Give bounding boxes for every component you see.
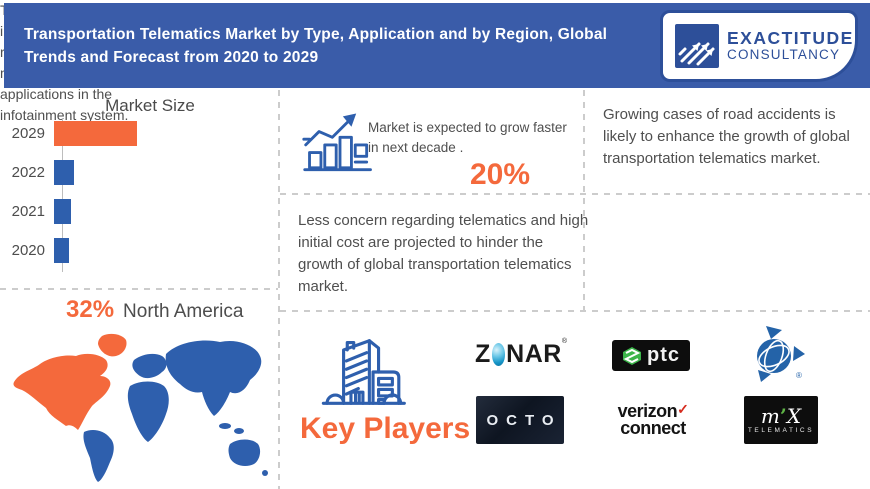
zonar-text-z: Z: [475, 339, 491, 368]
logo-mix-telematics: m’X TELEMATICS: [744, 396, 818, 444]
brand-arrows-icon: [675, 24, 719, 68]
bar-row: 2020: [0, 238, 137, 263]
brand-name: EXACTITUDE CONSULTANCY: [727, 27, 854, 63]
logo-verizon-connect: verizon✓ connect: [610, 400, 696, 440]
map-greenland: [98, 333, 127, 357]
trimble-globe-icon: ®: [757, 326, 805, 382]
bar: [54, 160, 74, 185]
region-stat: 32% North America: [66, 296, 243, 324]
bar-label: 2022: [11, 164, 45, 181]
growth-chart-icon: [302, 113, 372, 172]
mix-text-x: X: [786, 404, 802, 428]
chart-title: Market Size: [105, 96, 195, 115]
ptc-text: ptc: [647, 344, 680, 366]
bar: [54, 199, 71, 224]
divider-vertical-left: [278, 90, 280, 489]
verizon-check-icon: ✓: [677, 400, 689, 417]
bar: [54, 121, 137, 146]
map-asia: [165, 340, 262, 416]
brand-logo: EXACTITUDE CONSULTANCY: [660, 10, 858, 82]
trimble-registered-mark: ®: [796, 371, 802, 380]
map-europe: [132, 353, 167, 379]
divider-vertical-middle: [583, 90, 585, 310]
bar-label: 2020: [11, 242, 45, 259]
region-stat-label: North America: [123, 301, 244, 322]
mix-telematics-text: TELEMATICS: [747, 427, 815, 434]
bar: [54, 238, 69, 263]
page-title-line1: Transportation Telematics Market by Type…: [24, 26, 608, 43]
logo-octo: OCTO: [476, 396, 564, 444]
header-banner: Transportation Telematics Market by Type…: [4, 3, 870, 88]
divider-horizontal-row2: [280, 310, 870, 312]
logo-ptc: ptc: [612, 340, 690, 371]
logo-zonar: Z NAR ®: [475, 338, 567, 370]
map-australia: [228, 439, 261, 466]
market-size-bars: 2029 2022 2021 2020: [0, 121, 137, 277]
map-sea-islands: [234, 428, 244, 434]
driver-statement: Growing cases of road accidents is likel…: [603, 106, 850, 167]
restraint-statement: Less concern regarding telematics and hi…: [298, 212, 589, 295]
map-new-zealand: [262, 470, 268, 476]
map-africa: [127, 381, 169, 442]
brand-name-line1: EXACTITUDE: [727, 27, 854, 48]
region-stat-value: 32%: [66, 296, 115, 323]
page-title: Transportation Telematics Market by Type…: [24, 23, 654, 70]
bar-row: 2029: [0, 121, 137, 146]
octo-text: OCTO: [486, 411, 562, 429]
building-icon: [321, 339, 406, 405]
growth-percentage: 20%: [470, 158, 531, 191]
divider-horizontal-row1: [280, 193, 870, 195]
chart-axis-line: [62, 118, 63, 272]
growth-statement: Market is expected to grow faster in nex…: [368, 120, 567, 156]
divider-horizontal-chart: [0, 288, 278, 290]
logo-trimble: ®: [746, 324, 808, 386]
bar-row: 2021: [0, 199, 137, 224]
world-map: [13, 333, 268, 482]
map-south-america: [83, 430, 114, 482]
connect-text: connect: [620, 418, 686, 438]
bar-row: 2022: [0, 160, 137, 185]
zonar-registered-mark: ®: [561, 338, 567, 345]
zonar-globe-icon: [491, 342, 506, 366]
key-players-heading: Key Players: [300, 412, 471, 445]
brand-name-line2: CONSULTANCY: [727, 47, 841, 63]
page-title-line2: Trends and Forecast from 2020 to 2029: [24, 49, 319, 67]
bar-label: 2021: [11, 203, 45, 220]
ptc-cube-icon: [623, 346, 641, 365]
zonar-text-nar: NAR: [506, 339, 562, 368]
verizon-text: verizon: [617, 400, 678, 421]
map-sea-islands: [219, 423, 231, 429]
mix-text-m: m: [760, 404, 780, 428]
mix-accent-mark: ’: [779, 404, 787, 428]
bar-label: 2029: [11, 125, 45, 142]
map-north-america: [13, 353, 111, 430]
